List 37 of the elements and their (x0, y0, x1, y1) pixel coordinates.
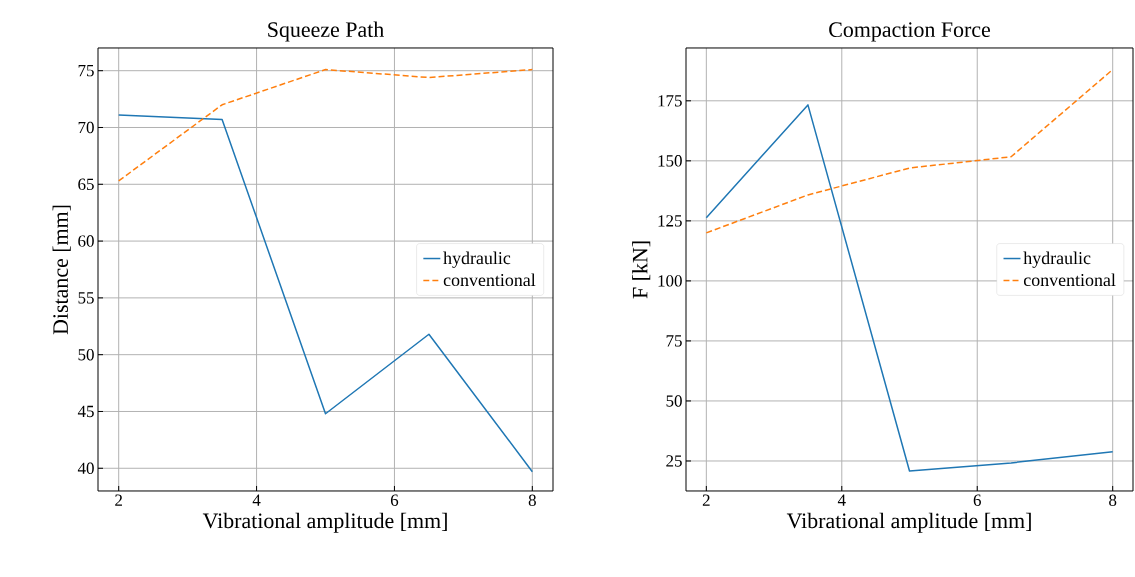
y-tick-label: 45 (77, 405, 94, 418)
line-series (705, 104, 1114, 472)
line-series (117, 114, 534, 473)
x-tick-label: 8 (528, 494, 536, 506)
y-tick-label: 150 (658, 155, 682, 167)
y-tick-label: 25 (666, 455, 682, 467)
legend-label: conventional (1023, 273, 1116, 287)
legend-label: hydraulic (443, 251, 511, 268)
y-tick-label: 60 (78, 235, 94, 247)
y-tick-label: 175 (658, 95, 682, 107)
y-tick-label: 125 (658, 215, 682, 227)
y-tick-label: 40 (77, 462, 94, 474)
y-tick-label: 75 (78, 65, 94, 77)
x-tick-label: 4 (837, 494, 846, 506)
line-series (117, 68, 534, 182)
legend-label: hydraulic (1023, 251, 1091, 268)
y-tick-label: 65 (78, 178, 94, 190)
x-tick-label: 2 (115, 494, 122, 506)
x-axis-title: Vibrational amplitude [mm] (202, 512, 447, 533)
y-tick-label: 100 (658, 275, 682, 287)
x-tick-label: 6 (390, 494, 399, 506)
y-tick-label: 50 (666, 395, 682, 407)
y-tick-label: 75 (666, 335, 682, 347)
chart-title: Squeeze Path (268, 21, 384, 42)
legend-label: conventional (443, 273, 536, 287)
chart-title: Compaction Force (829, 22, 991, 42)
y-tick-label: 70 (78, 121, 94, 134)
y-tick-label: 55 (78, 292, 94, 304)
y-axis-title: F [kN] (632, 241, 651, 299)
x-tick-label: 2 (702, 494, 710, 506)
x-tick-label: 8 (1109, 494, 1117, 506)
x-tick-label: 6 (973, 494, 981, 506)
y-axis-title: Distance [mm] (52, 205, 71, 335)
y-tick-label: 50 (78, 348, 94, 361)
x-axis-title: Vibrational amplitude [mm] (786, 512, 1031, 533)
line-series (705, 68, 1114, 234)
x-tick-label: 4 (252, 494, 261, 506)
